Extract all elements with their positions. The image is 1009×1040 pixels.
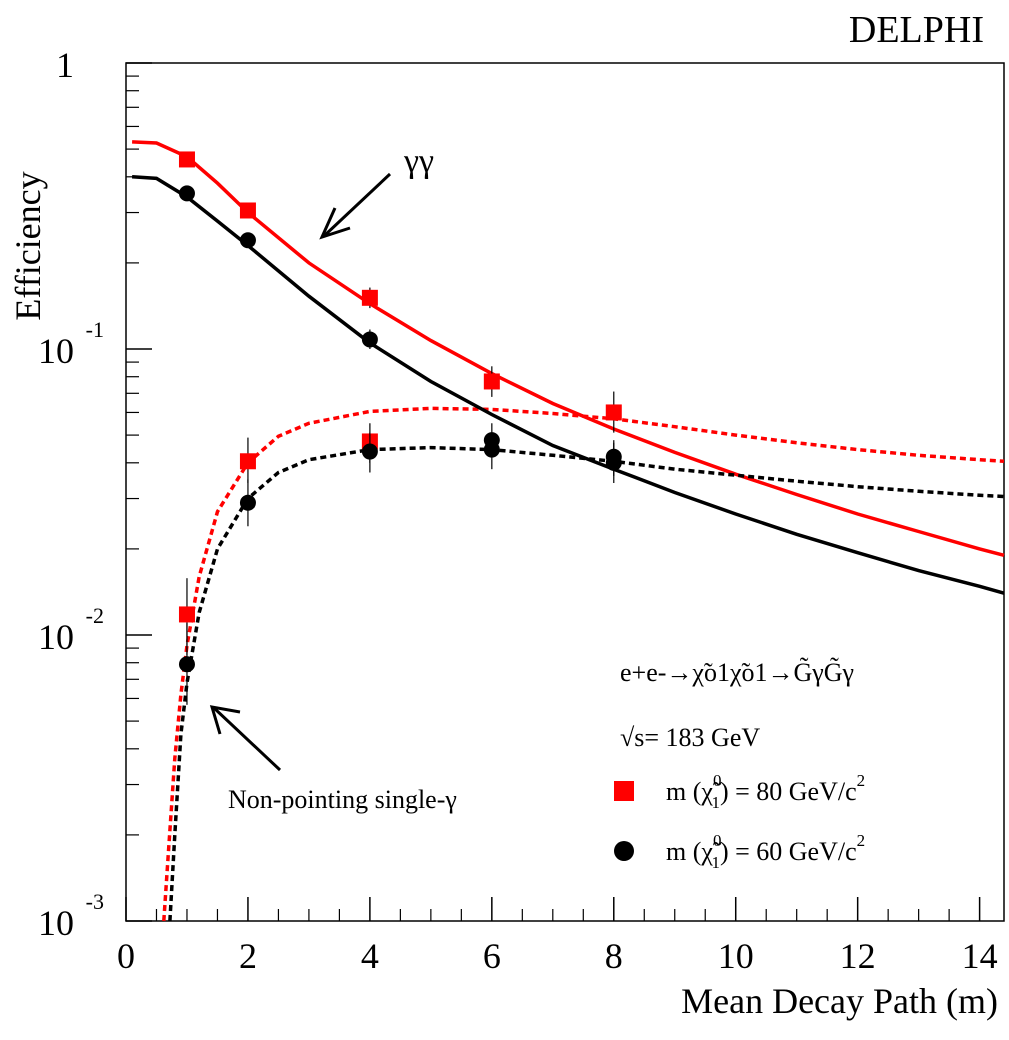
y-tick-label: 10 (38, 903, 74, 943)
data-point-square (239, 202, 256, 219)
legend-marker-square (614, 781, 634, 801)
process-label: e+e-→χ̃o1χ̃o1→G̃γG̃γ (620, 658, 854, 687)
x-tick-label: 0 (117, 936, 135, 976)
data-point-circle (239, 494, 256, 511)
data-point-circle (178, 656, 195, 673)
data-point-square (178, 151, 195, 168)
x-tick-label: 10 (718, 936, 754, 976)
data-points (178, 151, 622, 705)
data-point-square (361, 289, 378, 306)
sqrt-s-label: √s= 183 GeV (620, 723, 760, 752)
single-gamma-curve-red (162, 406, 1005, 922)
x-tick-label: 4 (361, 936, 379, 976)
x-tick-label: 2 (239, 936, 257, 976)
y-tick-label: 10 (38, 331, 74, 371)
data-point-circle (605, 448, 622, 465)
y-tick-exponent: -2 (86, 603, 104, 628)
single-gamma-label: Non-pointing single-γ (228, 785, 457, 814)
data-point-square (483, 373, 500, 390)
data-point-circle (239, 232, 256, 249)
plot-frame (125, 62, 1005, 922)
data-point-circle (361, 443, 378, 460)
legend: m (χ̃0 1) = 80 GeV/c2 m (χ̃0 1) = 60 GeV/c2 (614, 771, 865, 872)
single-arrow (209, 705, 282, 772)
data-point-circle (483, 441, 500, 458)
y-tick-label: 10 (38, 617, 74, 657)
data-point-square (605, 404, 622, 421)
y-tick-label: 1 (56, 45, 74, 85)
x-tick-label: 12 (840, 936, 876, 976)
legend-marker-circle (614, 841, 634, 861)
x-tick-label: 8 (605, 936, 623, 976)
x-tick-label: 14 (962, 936, 998, 976)
legend-label: m (χ̃0 1) = 60 GeV/c2 (666, 831, 865, 872)
x-axis-title: Mean Decay Path (m) (681, 981, 998, 1021)
legend-label: m (χ̃0 1) = 80 GeV/c2 (666, 771, 865, 812)
gg-curve-red (132, 140, 1005, 557)
data-point-square (239, 453, 256, 470)
y-tick-exponent: -1 (86, 317, 104, 342)
gg-arrow (319, 172, 392, 240)
data-point-circle (178, 185, 195, 202)
chart-title: DELPHI (849, 9, 984, 51)
axis-ticks: 0 2 4 6 8 10 12 14 10 -3 10 -2 10 -1 1 (38, 45, 998, 976)
y-axis-title: Efficiency (8, 171, 48, 320)
data-point-square (178, 606, 195, 623)
y-tick-exponent: -3 (86, 889, 104, 914)
gg-curve-black (131, 175, 1005, 595)
x-tick-label: 6 (483, 936, 501, 976)
gg-label: γγ (403, 143, 434, 180)
data-point-circle (361, 331, 378, 348)
